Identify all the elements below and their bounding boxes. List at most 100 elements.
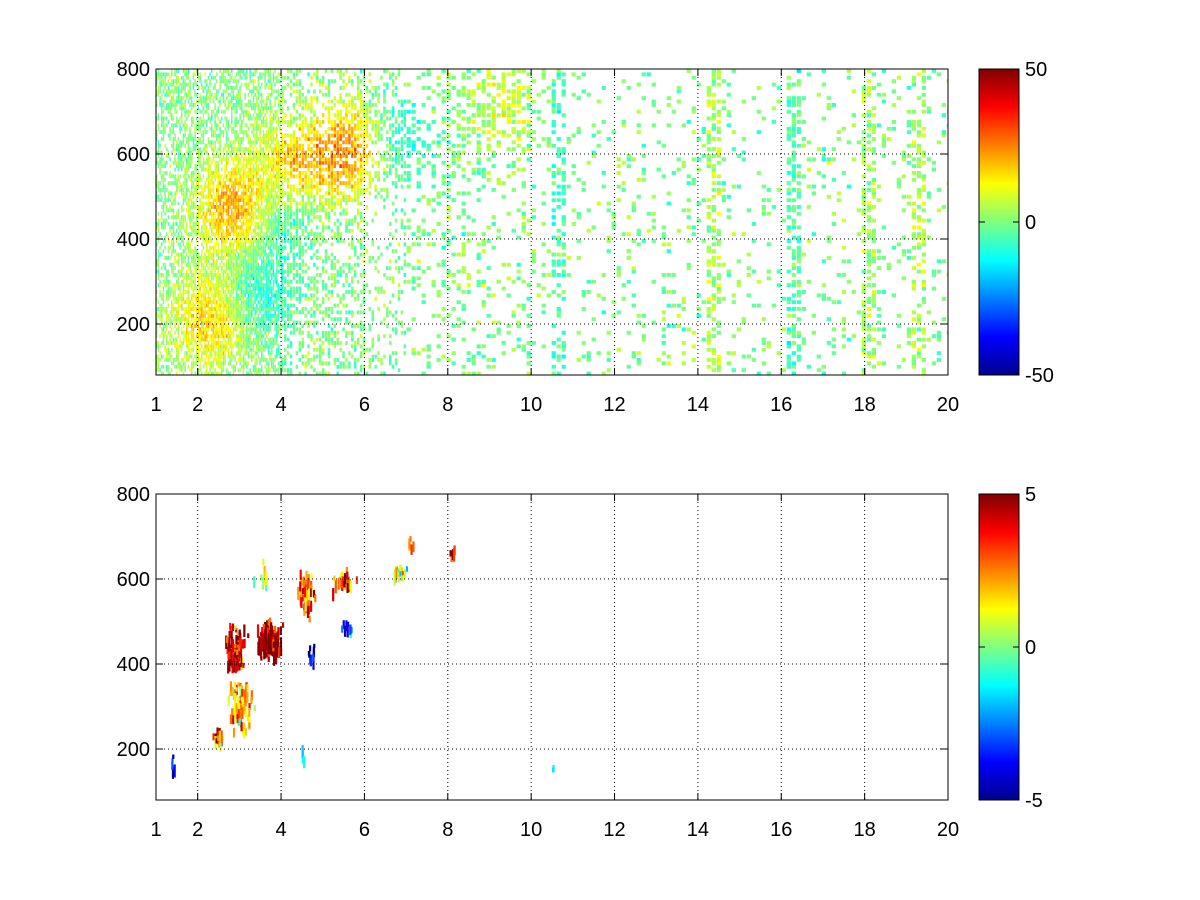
heatmap-cell <box>221 205 223 209</box>
heatmap-cell <box>179 181 181 186</box>
heatmap-cell <box>277 201 280 206</box>
heatmap-cell <box>257 266 260 271</box>
heatmap-cell <box>217 245 220 250</box>
heatmap-cell <box>237 276 240 281</box>
heatmap-cell <box>276 160 278 165</box>
heatmap-cell <box>176 79 178 84</box>
heatmap-cell <box>234 86 236 90</box>
heatmap-cell <box>247 137 250 141</box>
heatmap-cell <box>217 171 220 175</box>
heatmap-cell <box>289 157 293 162</box>
heatmap-cell <box>277 164 280 169</box>
heatmap-cell <box>162 290 165 294</box>
heatmap-cell <box>199 208 201 213</box>
heatmap-cell <box>176 327 178 332</box>
heatmap-cell <box>226 344 228 349</box>
heatmap-cell <box>167 341 170 345</box>
heatmap-cell <box>236 317 238 322</box>
heatmap-cell <box>304 293 307 298</box>
heatmap-cell <box>176 296 178 301</box>
heatmap-cell <box>264 106 266 111</box>
heatmap-cell <box>301 194 304 199</box>
heatmap-cell <box>271 120 273 124</box>
heatmap-cell <box>172 130 175 135</box>
heatmap-cell <box>295 201 299 206</box>
heatmap-cell <box>202 334 205 339</box>
heatmap-cell <box>207 181 210 186</box>
heatmap-cell <box>271 256 273 260</box>
heatmap-cell <box>301 208 304 213</box>
heatmap-cell <box>181 86 183 90</box>
heatmap-cell <box>295 232 299 237</box>
heatmap-cell <box>206 351 208 356</box>
heatmap-cell <box>224 320 226 325</box>
heatmap-cell <box>197 177 200 182</box>
heatmap-cell <box>262 273 265 277</box>
heatmap-cell <box>174 177 176 182</box>
heatmap-cell <box>157 341 160 345</box>
heatmap-cell <box>171 191 173 196</box>
heatmap-cell <box>272 208 275 213</box>
heatmap-cell <box>267 157 270 162</box>
heatmap-cell <box>186 184 188 189</box>
heatmap-cell <box>244 286 246 291</box>
heatmap-cell <box>189 330 191 335</box>
heatmap-cell <box>271 89 273 94</box>
heatmap-cell <box>247 86 250 90</box>
heatmap-cell <box>186 96 188 101</box>
heatmap-cell <box>227 266 230 271</box>
heatmap-cell <box>194 184 196 189</box>
heatmap-cell <box>157 222 160 226</box>
heatmap-cell <box>191 184 193 189</box>
heatmap-cell <box>232 222 235 226</box>
heatmap-cell <box>259 211 261 216</box>
heatmap-cell <box>257 341 260 345</box>
heatmap-cell <box>272 259 275 264</box>
heatmap-cell <box>166 218 168 223</box>
heatmap-cell <box>301 215 304 220</box>
heatmap-cell <box>286 82 290 87</box>
heatmap-cell <box>197 259 200 264</box>
heatmap-cell <box>199 327 201 332</box>
heatmap-cell <box>254 211 256 216</box>
heatmap-cell <box>167 86 170 90</box>
heatmap-cell <box>204 228 206 233</box>
heatmap-cell <box>244 364 246 369</box>
heatmap-cell <box>202 293 205 298</box>
heatmap-cell <box>289 137 293 141</box>
heatmap-cell <box>157 249 160 254</box>
heatmap-cell <box>186 330 188 335</box>
heatmap-cell <box>262 259 265 264</box>
heatmap-cell <box>252 147 255 152</box>
heatmap-cell <box>241 137 243 141</box>
heatmap-cell <box>295 327 299 332</box>
heatmap-cell <box>276 293 278 298</box>
heatmap-cell <box>164 276 166 281</box>
heatmap-cell <box>201 191 203 196</box>
heatmap-cell <box>237 171 240 175</box>
heatmap-cell <box>261 201 263 206</box>
heatmap-cell <box>295 123 299 128</box>
heatmap-cell <box>219 143 221 148</box>
heatmap-cell <box>227 256 230 260</box>
heatmap-cell <box>239 327 241 332</box>
heatmap-cell <box>217 307 220 311</box>
heatmap-cell <box>276 351 278 356</box>
heatmap-cell <box>236 245 238 250</box>
heatmap-cell <box>262 242 265 247</box>
heatmap-cell <box>269 82 271 87</box>
heatmap-cell <box>261 120 263 124</box>
heatmap-cell <box>244 164 246 169</box>
heatmap-cell <box>236 198 238 203</box>
heatmap-cell <box>219 330 221 335</box>
heatmap-cell <box>159 130 161 135</box>
heatmap-cell <box>310 279 313 284</box>
heatmap-cell <box>231 191 233 196</box>
heatmap-cell <box>206 337 208 342</box>
heatmap-cell <box>310 320 313 325</box>
heatmap-cell <box>257 215 260 220</box>
heatmap-cell <box>257 324 260 328</box>
heatmap-cell <box>239 89 241 94</box>
heatmap-cell <box>217 317 220 322</box>
heatmap-cell <box>184 259 186 264</box>
